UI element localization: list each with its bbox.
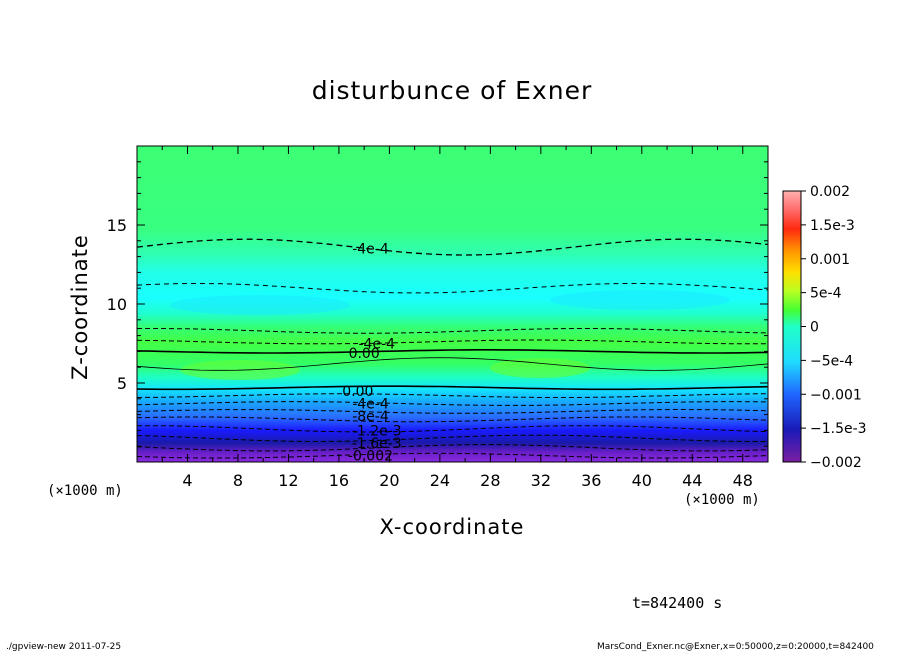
x-axis-label: X-coordinate bbox=[379, 515, 525, 539]
x-tick-label: 36 bbox=[581, 471, 601, 490]
contour-line bbox=[137, 434, 768, 443]
contour-label: 0.00 bbox=[349, 346, 380, 362]
colorbar-label: −0.002 bbox=[810, 455, 862, 471]
contour-line bbox=[137, 357, 768, 371]
z-unit-label: (×1000 m) bbox=[47, 483, 123, 499]
negative-anomaly-blob bbox=[170, 295, 350, 315]
contour-label: -4e-4 bbox=[359, 337, 396, 353]
contour-line bbox=[137, 385, 768, 391]
x-tick-label: 40 bbox=[632, 471, 652, 490]
contour-label: -1.6e-3 bbox=[352, 436, 402, 452]
footer-left: ./gpview-new 2011-07-25 bbox=[6, 642, 122, 652]
colorbar-ticks: 0.002 1.5e-3 0.001 5e-4 0 −5e-4 −0.001 −1.5e-3 −… bbox=[801, 184, 867, 471]
colorbar-label: 0.001 bbox=[810, 252, 850, 268]
contour-label: 0.00 bbox=[342, 384, 373, 400]
positive-anomaly-blob bbox=[490, 358, 590, 378]
contour-line bbox=[137, 238, 768, 256]
colorbar bbox=[782, 190, 802, 463]
contour-labels: -4e-4-4e-40.000.00-4e-4-8e-4-1.2e-3-1.6e… bbox=[342, 242, 401, 465]
x-unit-label: (×1000 m) bbox=[684, 492, 760, 508]
x-tick-label: 24 bbox=[430, 471, 450, 490]
contour-plot-area bbox=[137, 146, 768, 462]
colorbar-label: 1.5e-3 bbox=[810, 218, 855, 234]
x-tick-label: 12 bbox=[278, 471, 298, 490]
x-tick-label: 16 bbox=[329, 471, 349, 490]
x-tick-label: 32 bbox=[531, 471, 551, 490]
colorbar-label: −1.5e-3 bbox=[810, 421, 867, 437]
y-tick-label: 15 bbox=[107, 216, 127, 235]
contour-line bbox=[137, 425, 768, 433]
contour-label: -8e-4 bbox=[352, 409, 389, 425]
colorbar-label: 0.002 bbox=[810, 184, 850, 200]
y-tick-label: 10 bbox=[107, 295, 127, 314]
contour-line bbox=[137, 349, 768, 354]
colorbar-label: −5e-4 bbox=[810, 353, 853, 369]
contour-label: -0.002 bbox=[348, 449, 393, 465]
y-axis-label: Z-coordinate bbox=[68, 234, 92, 380]
x-tick-label: 28 bbox=[480, 471, 500, 490]
contour-label: -1.2e-3 bbox=[352, 423, 402, 439]
x-tick-label: 20 bbox=[379, 471, 399, 490]
x-tick-label: 44 bbox=[682, 471, 702, 490]
contour-line bbox=[137, 339, 768, 345]
time-label: t=842400 s bbox=[632, 594, 723, 612]
x-tick-label: 8 bbox=[233, 471, 243, 490]
contour-line bbox=[137, 416, 768, 423]
x-tick-label: 4 bbox=[182, 471, 192, 490]
contour-label: -4e-4 bbox=[352, 397, 389, 413]
negative-anomaly-blob bbox=[550, 290, 730, 310]
contour-line bbox=[137, 283, 768, 294]
colorbar-label: 5e-4 bbox=[810, 286, 842, 302]
contour-line bbox=[137, 328, 768, 334]
contour-line bbox=[137, 408, 768, 414]
colorbar-label: 0 bbox=[810, 320, 819, 336]
contour-lines bbox=[137, 238, 768, 459]
contour-line bbox=[137, 452, 768, 459]
x-tick-label: 48 bbox=[733, 471, 753, 490]
contour-line bbox=[137, 401, 768, 406]
contour-line bbox=[137, 393, 768, 398]
contour-line bbox=[137, 444, 768, 452]
axis-ticks bbox=[137, 146, 769, 462]
footer-right: MarsCond_Exner.nc@Exner,x=0:50000,z=0:20… bbox=[597, 642, 874, 652]
colorbar-label: −0.001 bbox=[810, 387, 862, 403]
contour-label: -4e-4 bbox=[352, 242, 389, 258]
chart-title: disturbunce of Exner bbox=[311, 76, 593, 105]
y-tick-label: 5 bbox=[117, 374, 127, 393]
